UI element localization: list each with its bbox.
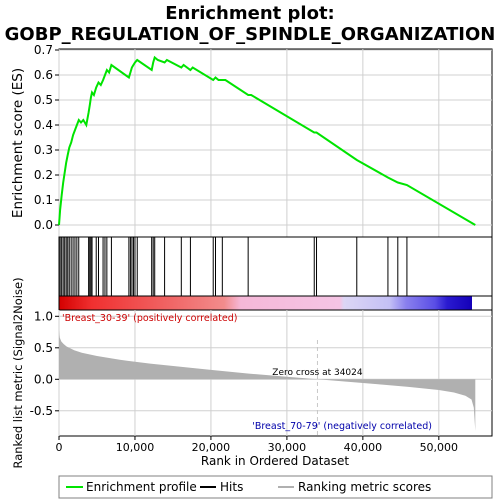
- ranked-metric-area: [59, 330, 476, 431]
- legend-frame: [58, 475, 493, 499]
- ranked-metric-x-ticks: 0 10,000 20,000 30,000 40,000 50,000: [56, 436, 459, 454]
- ranked-metric-x-tick-label: 30,000: [268, 441, 307, 454]
- rank-color-bar-fill: [59, 296, 472, 310]
- enrichment-profile-line: [58, 55, 476, 226]
- enrichment-grid: [58, 49, 492, 237]
- enrichment-y-tick-label: 0.6: [34, 68, 53, 82]
- legend: Enrichment profile Hits Ranking metric s…: [58, 475, 493, 499]
- ranked-metric-panel: Zero cross at 34024 'Breast_30-39' (posi…: [11, 277, 493, 469]
- hits-panel-frame: [58, 236, 493, 297]
- ranked-metric-x-tick-label: 50,000: [420, 441, 459, 454]
- ranked-metric-x-axis-label: Rank in Ordered Dataset: [201, 454, 349, 468]
- ranked-metric-y-tick-label: 1.0: [34, 309, 53, 323]
- enrichment-y-axis-label: Enrichment score (ES): [10, 68, 26, 218]
- enrichment-panel: 0.0 0.1 0.2 0.3 0.4 0.5 0.6 0.7 Enrichment scor…: [10, 43, 493, 238]
- rank-color-bar: [58, 295, 493, 311]
- negative-correlation-label: 'Breast_70-79' (negatively correlated): [252, 421, 432, 432]
- ranked-metric-y-tick-label: 0.5: [34, 341, 53, 355]
- legend-label-ranking-metric-scores: Ranking metric scores: [298, 480, 431, 494]
- legend-label-hits: Hits: [220, 480, 243, 494]
- hit-lines: [59, 237, 408, 296]
- zero-cross-label: Zero cross at 34024: [272, 368, 363, 378]
- enrichment-panel-frame: [58, 48, 493, 238]
- enrichment-y-tick-label: 0.3: [34, 143, 53, 157]
- ranked-metric-y-axis-label: Ranked list metric (Signal2Noise): [11, 277, 25, 468]
- ranked-metric-x-tick-label: 0: [56, 441, 63, 454]
- enrichment-y-tick-label: 0.0: [34, 218, 53, 232]
- ranked-metric-y-tick-label: 0.0: [34, 372, 53, 386]
- enrichment-y-tick-label: 0.7: [34, 43, 53, 57]
- ranked-metric-x-tick-label: 40,000: [344, 441, 383, 454]
- legend-label-enrichment-profile: Enrichment profile: [86, 480, 197, 494]
- plot-title-line2: GOBP_REGULATION_OF_SPINDLE_ORGANIZATION: [5, 24, 496, 45]
- ranked-metric-x-tick-label: 10,000: [116, 441, 155, 454]
- ranked-metric-y-tick-label: -0.5: [30, 404, 53, 418]
- positive-correlation-label: 'Breast_30-39' (positively correlated): [62, 313, 238, 324]
- ranked-metric-y-ticks: -0.5 0.0 0.5 1.0: [30, 309, 59, 418]
- enrichment-y-tick-label: 0.4: [34, 118, 53, 132]
- enrichment-y-tick-label: 0.2: [34, 168, 53, 182]
- ranked-metric-x-tick-label: 20,000: [192, 441, 231, 454]
- enrichment-y-ticks: 0.0 0.1 0.2 0.3 0.4 0.5 0.6 0.7: [34, 43, 59, 232]
- enrichment-y-tick-label: 0.5: [34, 93, 53, 107]
- enrichment-y-tick-label: 0.1: [34, 193, 53, 207]
- hits-panel: [58, 236, 493, 297]
- plot-title-line1: Enrichment plot:: [165, 3, 335, 24]
